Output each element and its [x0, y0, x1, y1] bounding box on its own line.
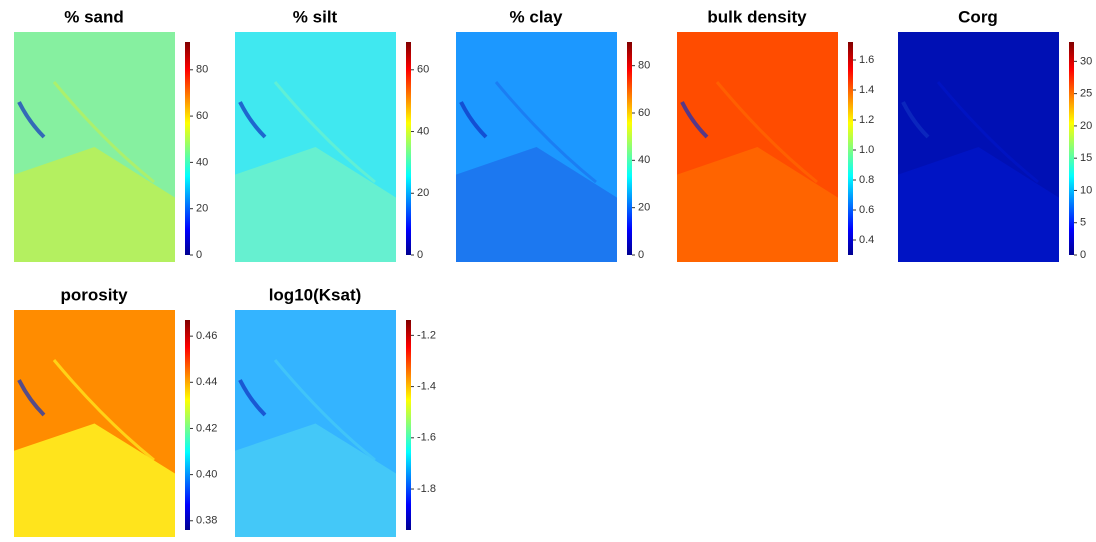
colorbar-tick-label: 60 — [417, 64, 429, 76]
colorbar — [627, 42, 632, 255]
colorbar-tick-label: 1.4 — [859, 84, 874, 96]
colorbar-tick-label: 40 — [417, 125, 429, 137]
panel-title: bulk density — [707, 7, 807, 26]
colorbar-tick-label: 0.4 — [859, 234, 874, 246]
colorbar-tick-label: 1.6 — [859, 54, 874, 66]
colorbar-tick-label: 15 — [1080, 152, 1092, 164]
map — [456, 32, 617, 262]
colorbar-tick-label: 0.44 — [196, 376, 217, 388]
map — [898, 32, 1059, 262]
colorbar — [185, 42, 190, 255]
colorbar-tick-label: -1.6 — [417, 432, 436, 444]
map — [235, 32, 396, 262]
colorbar-tick-label: 1.2 — [859, 114, 874, 126]
colorbar — [406, 320, 411, 530]
colorbar-tick-label: -1.4 — [417, 380, 436, 392]
panel-title: % clay — [510, 7, 563, 26]
panel-title: log10(Ksat) — [269, 285, 362, 304]
panel-title: % silt — [293, 7, 338, 26]
map — [677, 32, 838, 262]
colorbar — [185, 320, 190, 530]
panel-title: % sand — [64, 7, 124, 26]
colorbar-tick-label: 0 — [196, 249, 202, 261]
colorbar-tick-label: 10 — [1080, 184, 1092, 196]
colorbar — [848, 42, 853, 255]
colorbar-tick-label: 20 — [417, 187, 429, 199]
colorbar-tick-label: 0.46 — [196, 330, 217, 342]
colorbar-tick-label: 40 — [196, 156, 208, 168]
colorbar-tick-label: 0 — [417, 249, 423, 261]
colorbar-tick-label: 0.38 — [196, 515, 217, 527]
colorbar-tick-label: 30 — [1080, 55, 1092, 67]
colorbar-tick-label: 1.0 — [859, 144, 874, 156]
colorbar-tick-label: 0 — [1080, 249, 1086, 261]
map — [14, 310, 175, 537]
colorbar-tick-label: 20 — [1080, 120, 1092, 132]
colorbar-tick-label: 40 — [638, 154, 650, 166]
colorbar-tick-label: 0 — [638, 249, 644, 261]
colorbar-tick-label: 20 — [196, 203, 208, 215]
colorbar-tick-label: 25 — [1080, 88, 1092, 100]
colorbar-tick-label: 60 — [196, 110, 208, 122]
colorbar-tick-label: 5 — [1080, 217, 1086, 229]
panel-title: porosity — [60, 285, 128, 304]
map — [235, 310, 396, 537]
colorbar — [406, 42, 411, 255]
colorbar-tick-label: 80 — [638, 60, 650, 72]
panel-title: Corg — [958, 7, 998, 26]
figure: % sand 0 20 40 60 80 % silt 0 20 40 60 % clay 0 20 40 6… — [0, 0, 1096, 537]
colorbar-tick-label: -1.8 — [417, 483, 436, 495]
colorbar-tick-label: 80 — [196, 64, 208, 76]
colorbar-tick-label: 60 — [638, 107, 650, 119]
colorbar — [1069, 42, 1074, 255]
colorbar-tick-label: -1.2 — [417, 329, 436, 341]
map — [14, 32, 175, 262]
colorbar-tick-label: 0.42 — [196, 422, 217, 434]
colorbar-tick-label: 0.8 — [859, 174, 874, 186]
colorbar-tick-label: 0.6 — [859, 204, 874, 216]
colorbar-tick-label: 0.40 — [196, 469, 217, 481]
colorbar-tick-label: 20 — [638, 202, 650, 214]
